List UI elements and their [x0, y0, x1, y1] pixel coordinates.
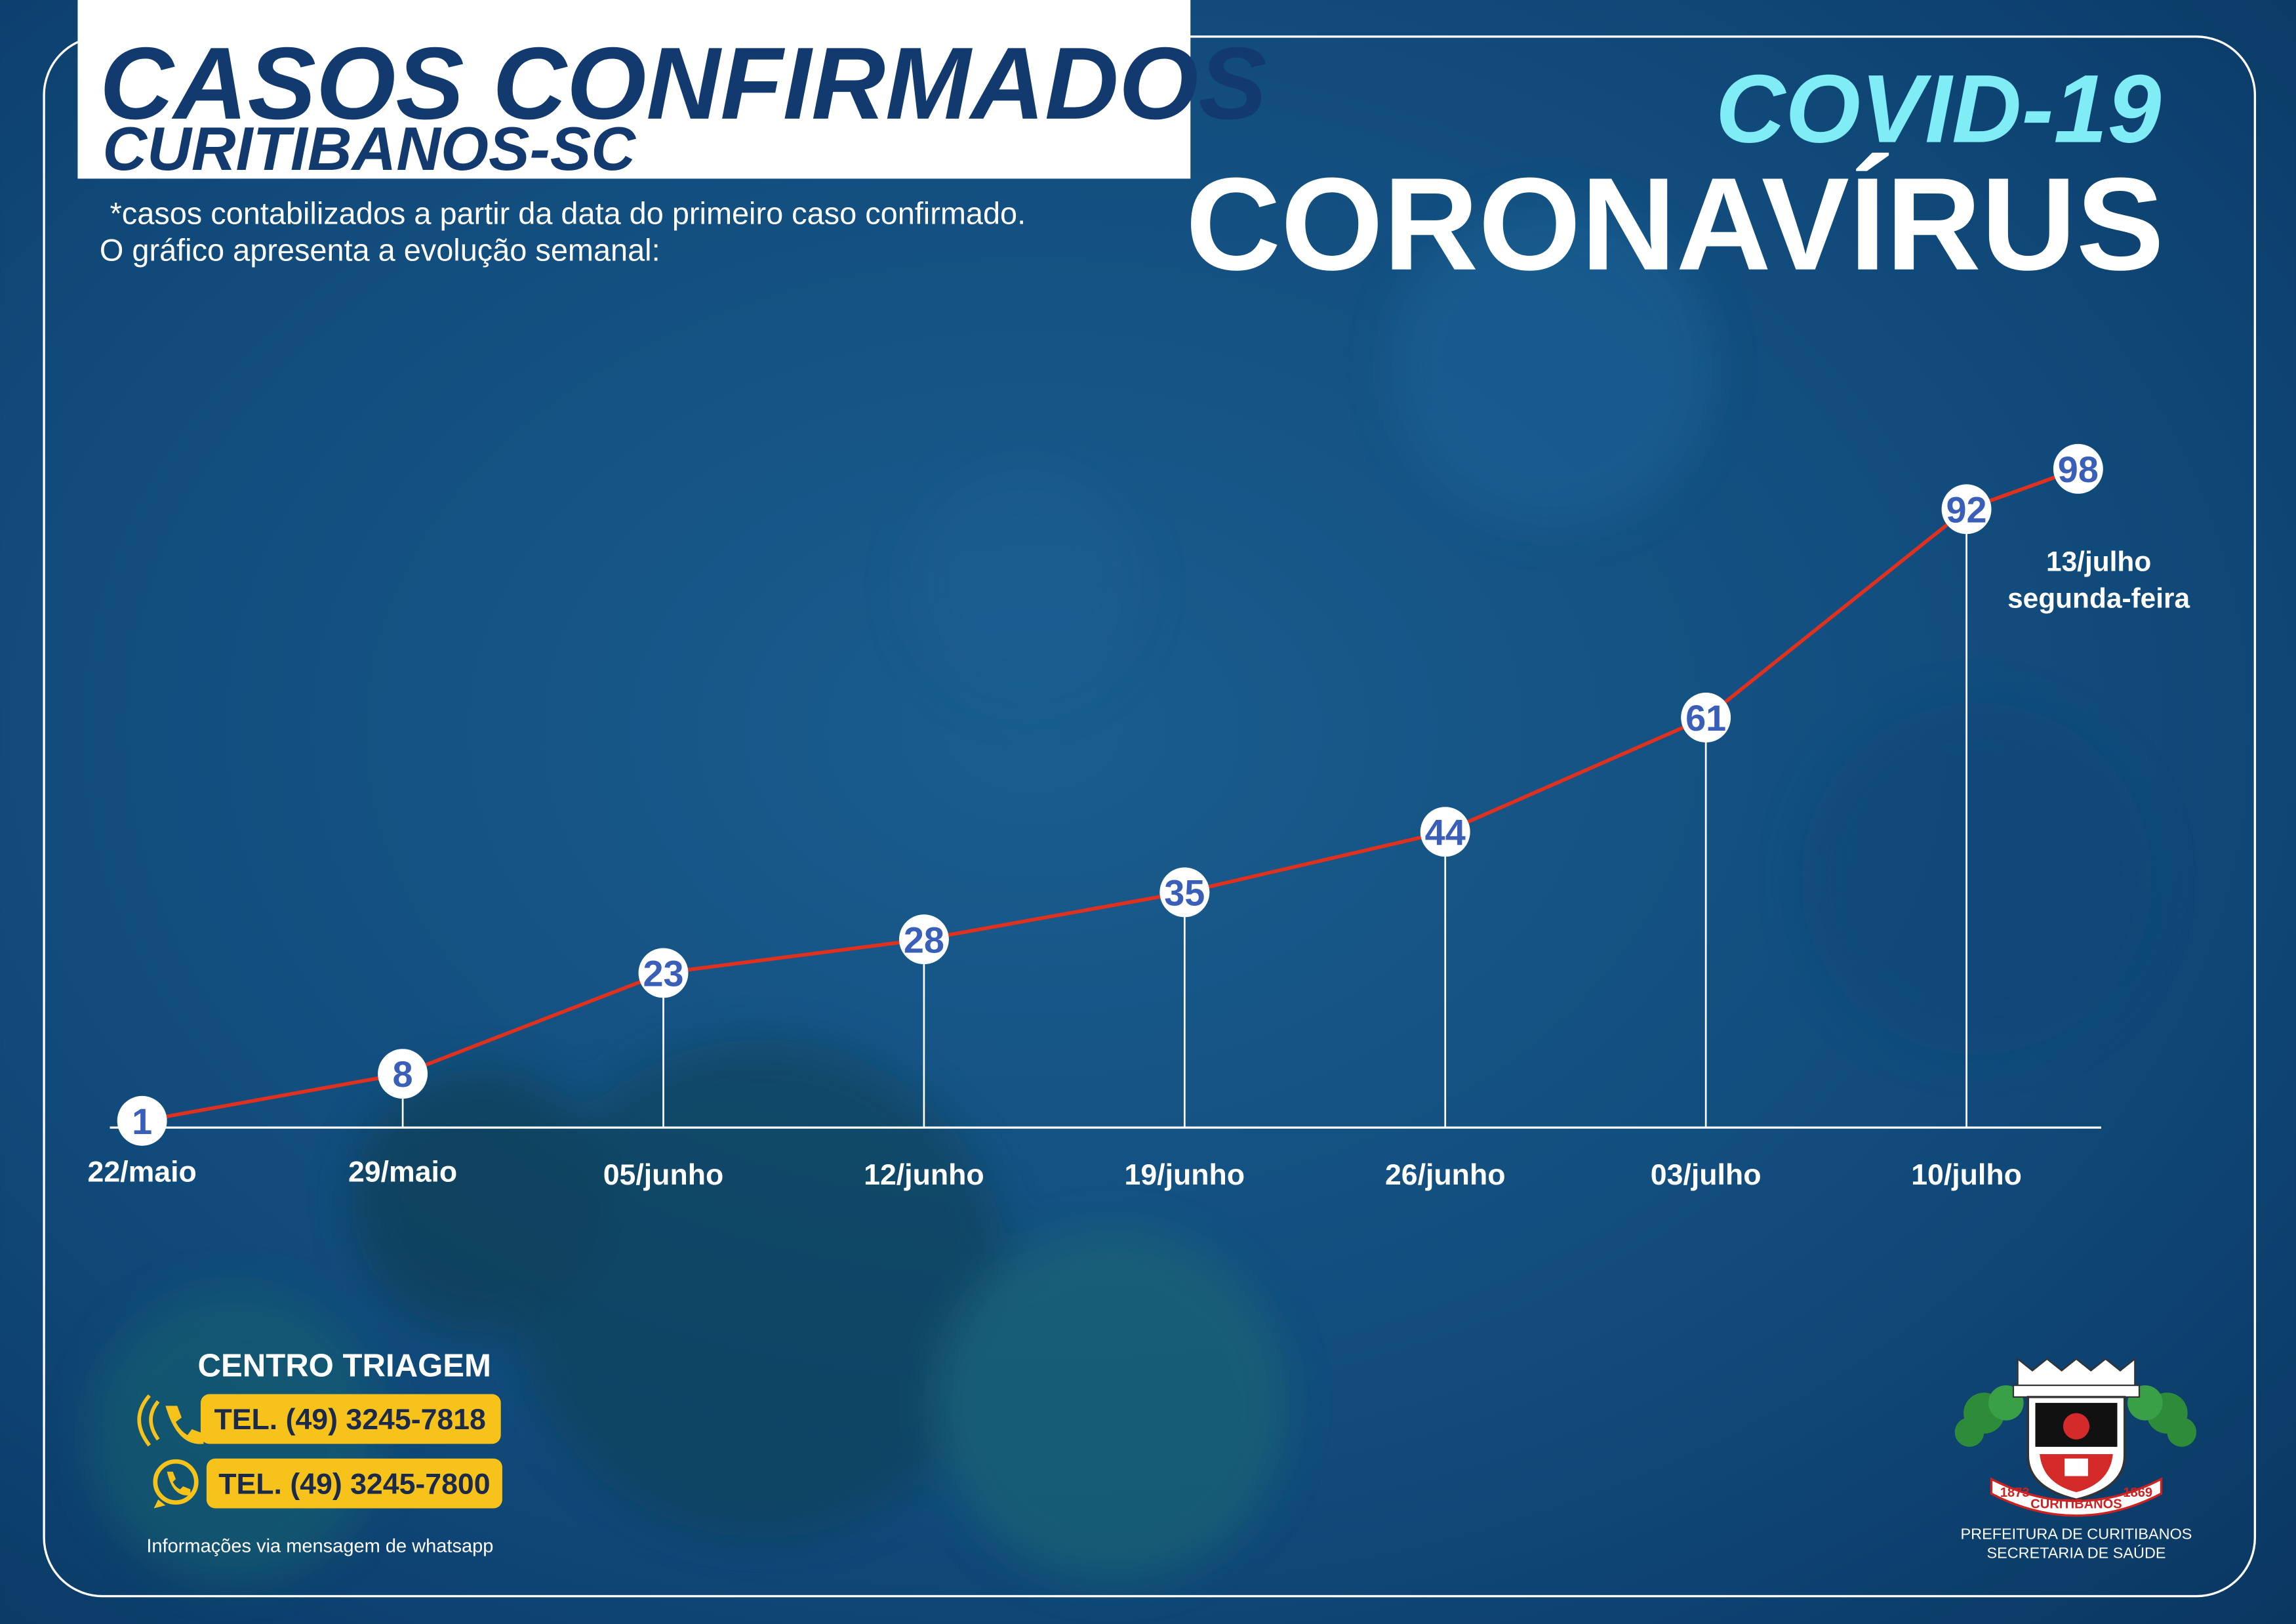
crest-year: 1869 [2123, 1486, 2152, 1500]
title: CASOS CONFIRMADOS [100, 27, 1267, 141]
data-label: 92 [1946, 489, 1987, 530]
data-label: 8 [393, 1053, 413, 1095]
title-box [77, 0, 1191, 179]
x-tick-label: 26/junho [1385, 1159, 1506, 1191]
footer-line: SECRETARIA DE SAÚDE [1986, 1545, 2165, 1562]
data-point [898, 914, 949, 965]
phone: TEL. (49) 3245-7800 [218, 1468, 490, 1500]
data-point [1159, 867, 1210, 918]
subtitle: CURITIBANOS-SC [102, 114, 636, 183]
headline: CORONAVÍRUS [1186, 150, 2164, 298]
x-tick-label: 12/junho [864, 1159, 984, 1191]
data-point [378, 1049, 428, 1099]
data-point [1681, 693, 1731, 742]
data-point [2053, 443, 2103, 494]
x-tick-label: 05/junho [603, 1159, 724, 1191]
data-point [1941, 484, 1992, 535]
x-tick-label: 10/julho [1911, 1159, 2022, 1191]
x-tick-label: 19/junho [1125, 1159, 1245, 1191]
note: O gráfico apresenta a evolução semanal: [100, 233, 660, 267]
x-tick-label: 03/julho [1651, 1159, 1762, 1191]
x-tick-label: 13/julho [2046, 546, 2151, 577]
data-label: 1 [132, 1101, 152, 1142]
crest-name: CURITIBANOS [2030, 1497, 2122, 1512]
phone-box [206, 1458, 502, 1509]
phone-icon [137, 1394, 204, 1447]
annotation: segunda-feira [2007, 583, 2190, 614]
data-label: 44 [1425, 811, 1466, 853]
crest-year: 1873 [2000, 1486, 2030, 1500]
data-label: 23 [643, 953, 683, 994]
x-tick-label: 29/maio [348, 1156, 457, 1188]
x-tick-label: 22/maio [88, 1156, 197, 1188]
phone: TEL. (49) 3245-7818 [214, 1404, 486, 1436]
crest [1954, 1357, 2197, 1517]
data-label: 98 [2058, 449, 2099, 490]
data-point [638, 948, 689, 998]
data-label: 35 [1164, 872, 1205, 914]
data-label: 61 [1685, 697, 1726, 739]
badge: COVID-19 [1716, 56, 2162, 163]
note: *casos contabilizados a partir da data d… [110, 197, 1026, 231]
data-label: 28 [904, 919, 944, 960]
contact-note: Informações via mensagem de whatsapp [146, 1536, 493, 1557]
data-point [1420, 807, 1470, 857]
contact-title: CENTRO TRIAGEM [198, 1349, 491, 1384]
footer-line: PREFEITURA DE CURITIBANOS [1961, 1526, 2192, 1543]
background-blobs [88, 205, 2153, 1582]
data-point [117, 1095, 167, 1146]
phone-box [200, 1394, 501, 1444]
